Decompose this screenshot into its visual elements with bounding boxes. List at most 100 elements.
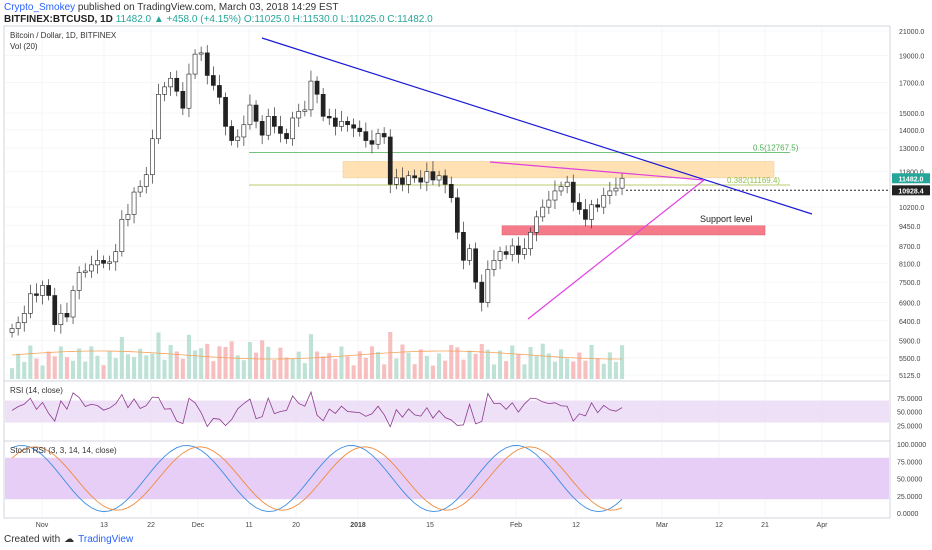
volume-bar xyxy=(52,356,57,379)
volume-bar xyxy=(77,348,82,379)
price-tick-label: 5500.0 xyxy=(899,356,921,363)
candle-up xyxy=(491,260,497,270)
price-tag-label: 11482.0 xyxy=(899,176,924,183)
upper-trendline[interactable] xyxy=(489,161,705,181)
volume-bar xyxy=(150,353,155,379)
volume-bar xyxy=(595,358,600,379)
candle-up xyxy=(186,73,192,109)
volume-bar xyxy=(241,360,246,379)
candle-up xyxy=(339,121,344,127)
tradingview-brand[interactable]: TradingView xyxy=(78,534,134,545)
volume-bar xyxy=(479,344,484,379)
volume-bar xyxy=(601,363,606,379)
ascending-trendline[interactable] xyxy=(527,179,705,320)
fib-0.382-label: 0.382(11169.4) xyxy=(727,176,780,185)
support-zone[interactable] xyxy=(501,225,766,236)
volume-bar xyxy=(22,361,27,379)
volume-bar xyxy=(577,352,582,379)
candle-down xyxy=(211,75,216,86)
volume-bar xyxy=(455,347,460,379)
descending-trendline[interactable] xyxy=(261,37,813,215)
candle-up xyxy=(540,206,546,218)
candle-down xyxy=(473,248,479,283)
volume-bar xyxy=(369,346,374,379)
candle-up xyxy=(375,133,381,145)
candle-down xyxy=(320,93,326,117)
price-tick-label: 9450.0 xyxy=(899,224,921,231)
volume-bar xyxy=(333,358,338,379)
rsi-tick-label: 75.0000 xyxy=(897,396,922,403)
candle-down xyxy=(253,104,259,122)
candle-up xyxy=(150,138,155,176)
candle-down xyxy=(204,52,210,76)
volume-bar xyxy=(95,355,100,379)
candle-down xyxy=(515,245,521,255)
candle-up xyxy=(497,251,503,261)
candle-down xyxy=(357,127,363,132)
stoch-tick-label: 25.0000 xyxy=(897,494,922,501)
volume-bar xyxy=(589,345,594,379)
volume-bar xyxy=(528,347,533,379)
volume-bar xyxy=(186,334,191,379)
publish-line: Crypto_Smokey published on TradingView.c… xyxy=(4,2,338,13)
volume-ma xyxy=(12,350,623,360)
volume-bar xyxy=(107,351,112,379)
volume-bar xyxy=(156,332,161,379)
stoch-tick-label: 0.0000 xyxy=(897,511,919,518)
time-tick-label: 12 xyxy=(572,522,580,529)
candle-up xyxy=(125,214,131,220)
volume-bar xyxy=(113,358,118,379)
volume-bar xyxy=(260,340,265,379)
volume-bar xyxy=(46,351,51,379)
author-link[interactable]: Crypto_Smokey xyxy=(4,2,76,13)
fib-0.5-label: 0.5(12767.5) xyxy=(753,143,799,152)
time-axis[interactable]: Nov 13 22 Dec 11 20 2018 15 Feb 12 Mar 12 21 Apr xyxy=(36,522,828,529)
candle-up xyxy=(424,171,430,183)
candle-up xyxy=(485,269,491,303)
price-change: ▲ +458.0 (+4.15%) xyxy=(153,14,242,25)
time-tick-label: 21 xyxy=(761,522,769,529)
time-tick-label: 22 xyxy=(147,522,155,529)
candle-up xyxy=(70,290,76,318)
price-tag-box xyxy=(892,185,930,196)
volume-bar xyxy=(485,349,490,379)
candle-down xyxy=(229,126,235,141)
candle-up xyxy=(137,186,143,193)
volume-bar xyxy=(510,345,515,379)
volume-bar xyxy=(205,343,210,379)
last-price: 11482.0 xyxy=(115,14,152,25)
volume-bar xyxy=(162,359,167,379)
candle-down xyxy=(387,136,393,185)
candle-up xyxy=(247,104,253,126)
candle-up xyxy=(290,117,296,140)
volume-bars xyxy=(10,332,625,379)
candle-up xyxy=(95,260,100,266)
candle-down xyxy=(369,140,375,145)
volume-bar xyxy=(180,358,185,379)
candle-down xyxy=(479,281,485,303)
candle-up xyxy=(235,136,241,141)
stoch-band xyxy=(5,457,889,500)
resistance-zone[interactable] xyxy=(342,161,775,179)
volume-bar xyxy=(199,348,204,379)
volume-bar xyxy=(620,345,625,379)
candle-up xyxy=(406,175,411,185)
volume-bar xyxy=(418,349,423,379)
volume-bar xyxy=(546,353,551,379)
price-tick-label: 14000.0 xyxy=(899,128,924,135)
candle-up xyxy=(27,293,33,314)
candle-up xyxy=(198,52,204,55)
volume-bar xyxy=(613,361,618,379)
price-tick-label: 6900.0 xyxy=(899,300,921,307)
candle-down xyxy=(174,77,180,92)
candle-up xyxy=(601,195,607,208)
volume-bar xyxy=(284,357,289,379)
candle-down xyxy=(101,260,106,264)
price-axis[interactable]: 21000.0 19000.0 17000.0 15000.0 14000.0 13000… xyxy=(899,29,924,380)
candle-up xyxy=(241,124,247,138)
candle-up xyxy=(131,191,137,215)
volume-bar xyxy=(406,352,411,379)
volume-bar xyxy=(40,365,45,379)
volume-bar xyxy=(223,347,228,379)
